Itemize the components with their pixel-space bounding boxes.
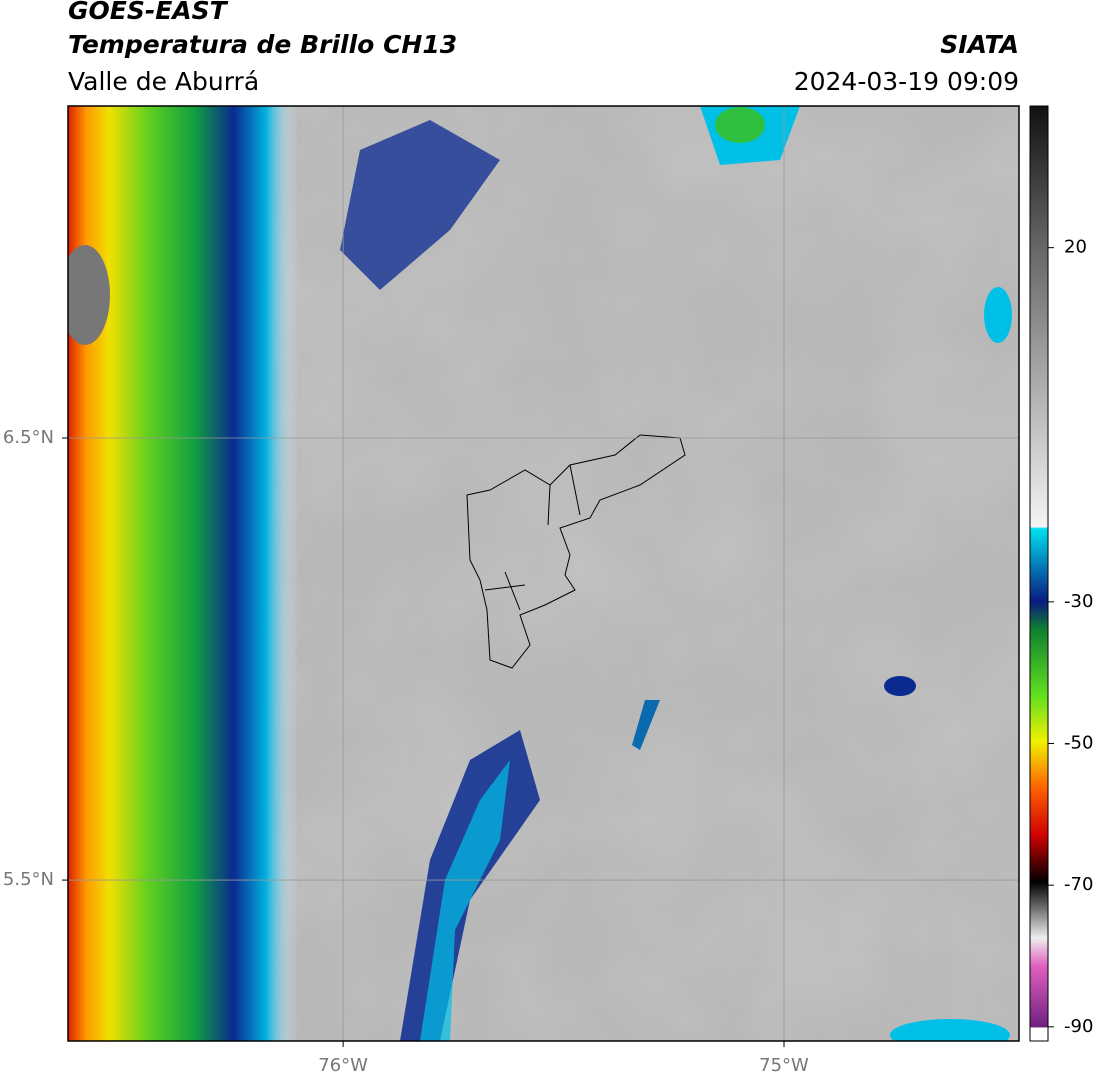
source: SIATA bbox=[940, 30, 1019, 59]
satellite-image bbox=[68, 106, 1019, 1041]
y-tick-label: 6.5°N bbox=[3, 427, 54, 448]
subtitle: Temperatura de Brillo CH13 bbox=[68, 30, 457, 59]
x-tick-label: 76°W bbox=[318, 1055, 368, 1076]
datetime: 2024-03-19 09:09 bbox=[794, 67, 1019, 96]
colorbar-tick-label: -70 bbox=[1064, 874, 1093, 895]
title: GOES-EAST bbox=[68, 0, 229, 25]
region: Valle de Aburrá bbox=[68, 67, 259, 96]
x-tick-label: 75°W bbox=[759, 1055, 809, 1076]
valley-outline bbox=[466, 434, 686, 669]
colorbar-tick-label: 20 bbox=[1064, 237, 1087, 258]
colorbar-tick-label: -50 bbox=[1064, 733, 1093, 754]
colorbar-tick-label: -90 bbox=[1064, 1016, 1093, 1037]
y-tick-label: 5.5°N bbox=[3, 869, 54, 890]
colorbar bbox=[1029, 105, 1049, 1042]
map-frame bbox=[67, 105, 1020, 1042]
graticule bbox=[68, 106, 1019, 1041]
colorbar-tick-label: -30 bbox=[1064, 591, 1093, 612]
